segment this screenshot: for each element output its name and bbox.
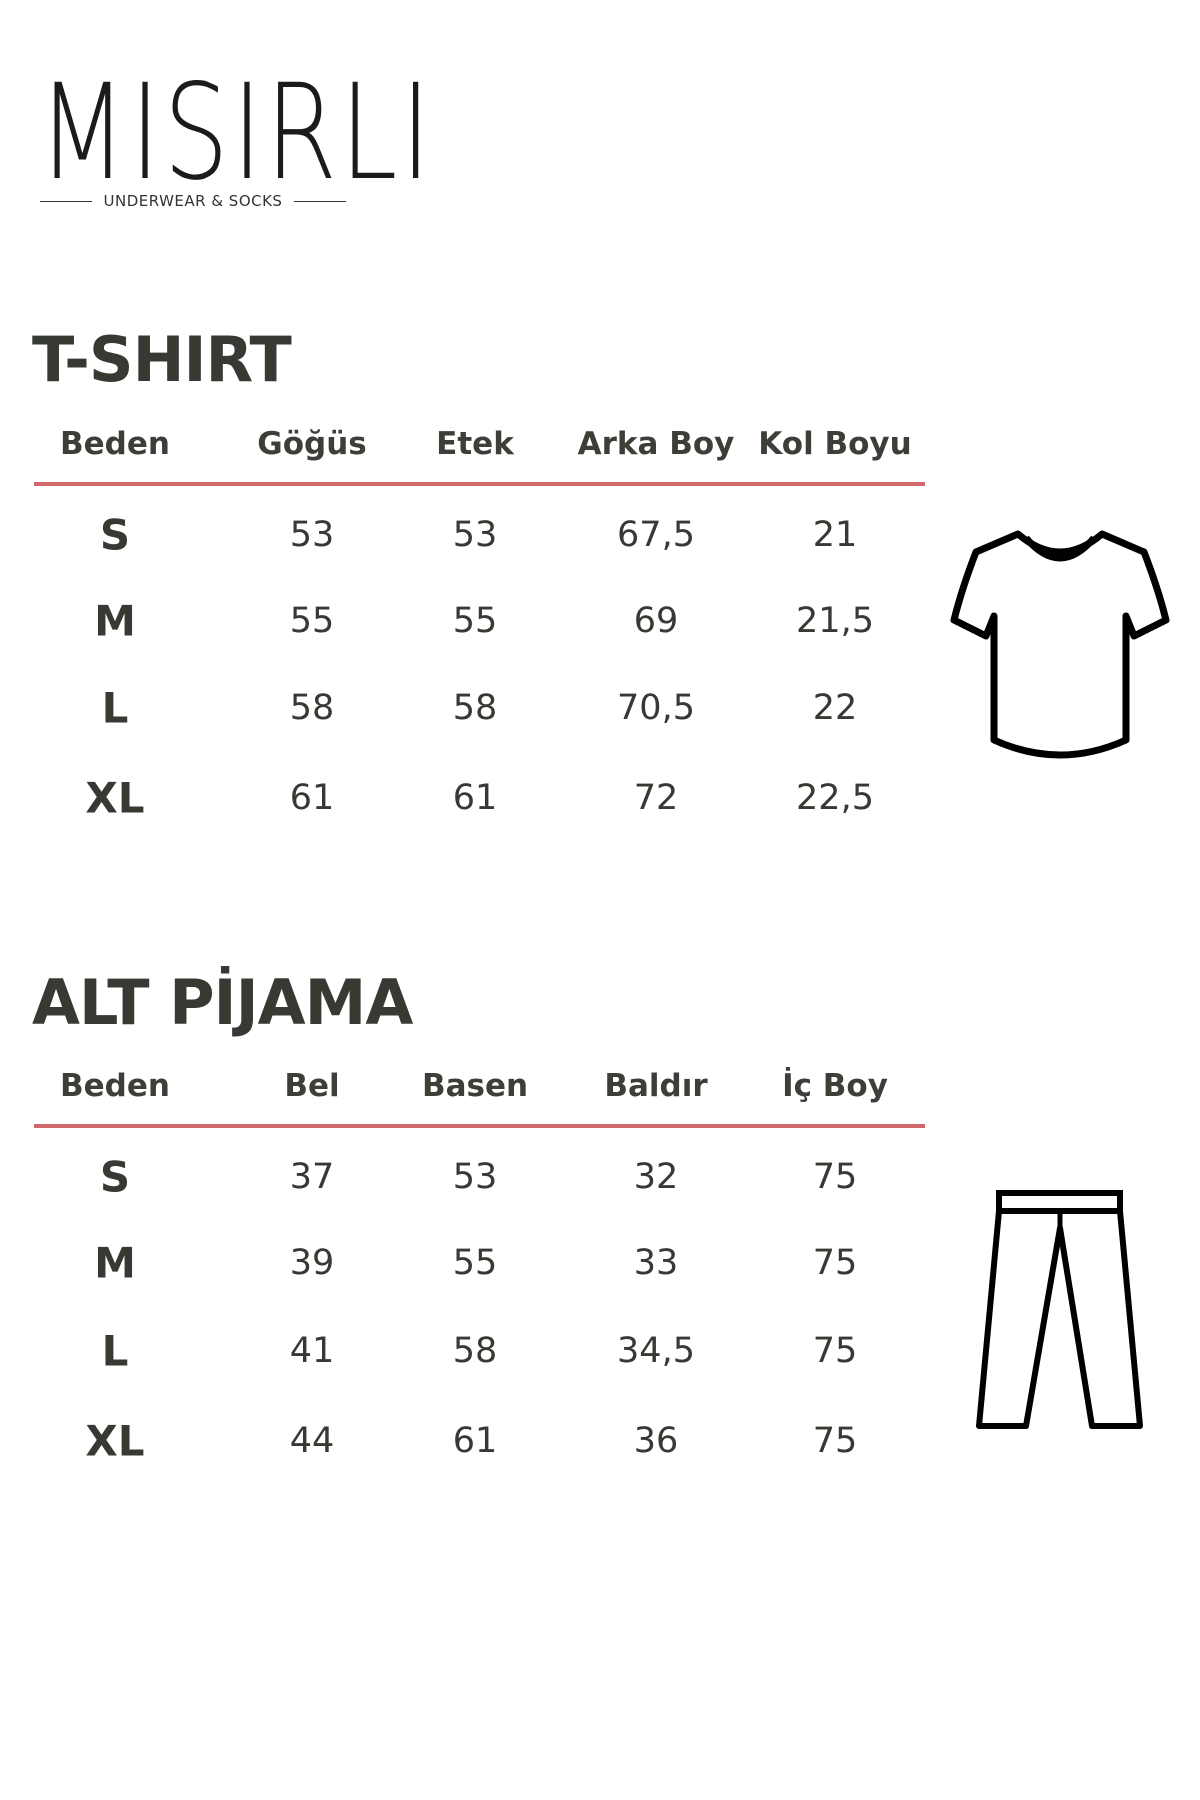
- measurement-cell: 21: [812, 515, 858, 555]
- measurement-cell: 32: [633, 1157, 679, 1197]
- measurement-cell: 55: [452, 1243, 498, 1283]
- measurement-cell: 61: [452, 778, 498, 818]
- measurement-cell: 70,5: [617, 688, 695, 728]
- measurement-cell: 61: [289, 778, 335, 818]
- measurement-cell: 41: [289, 1331, 335, 1371]
- column-header: Baldır: [604, 1068, 708, 1104]
- section-title: ALT PİJAMA: [32, 966, 413, 1039]
- size-label: L: [101, 1326, 129, 1376]
- measurement-cell: 44: [289, 1421, 335, 1461]
- measurement-cell: 53: [452, 515, 498, 555]
- measurement-cell: 58: [452, 1331, 498, 1371]
- measurement-cell: 22: [812, 688, 858, 728]
- header-divider: [34, 1124, 925, 1128]
- pants-icon: [976, 1190, 1143, 1429]
- measurement-cell: 37: [289, 1157, 335, 1197]
- tagline-text: UNDERWEAR & SOCKS: [103, 192, 283, 210]
- column-header: Basen: [421, 1068, 529, 1104]
- header-divider: [34, 482, 925, 486]
- section-title: T-SHIRT: [32, 323, 292, 396]
- size-label: S: [99, 510, 131, 560]
- divider: [294, 200, 346, 202]
- brand-logo: MISIRLI: [38, 56, 435, 210]
- measurement-cell: 69: [633, 601, 679, 641]
- measurement-cell: 39: [289, 1243, 335, 1283]
- size-label: XL: [85, 773, 145, 823]
- measurement-cell: 55: [289, 601, 335, 641]
- column-header: Beden: [60, 1068, 170, 1104]
- column-header: Göğüs: [257, 426, 367, 462]
- measurement-cell: 33: [633, 1243, 679, 1283]
- measurement-cell: 75: [812, 1421, 858, 1461]
- column-header: İç Boy: [782, 1068, 888, 1104]
- measurement-cell: 22,5: [796, 778, 874, 818]
- measurement-cell: 75: [812, 1331, 858, 1371]
- measurement-cell: 72: [633, 778, 679, 818]
- divider: [40, 200, 92, 202]
- column-header: Kol Boyu: [758, 426, 912, 462]
- tshirt-icon: [950, 530, 1170, 759]
- column-header: Bel: [284, 1068, 340, 1104]
- measurement-cell: 21,5: [796, 601, 874, 641]
- measurement-cell: 58: [289, 688, 335, 728]
- measurement-cell: 61: [452, 1421, 498, 1461]
- measurement-cell: 53: [452, 1157, 498, 1197]
- brand-tagline: UNDERWEAR & SOCKS: [40, 192, 346, 210]
- measurement-cell: 36: [633, 1421, 679, 1461]
- size-label: S: [99, 1152, 131, 1202]
- size-label: L: [101, 683, 129, 733]
- column-header: Beden: [60, 426, 170, 462]
- size-label: M: [94, 1238, 136, 1288]
- size-label: XL: [85, 1416, 145, 1466]
- measurement-cell: 34,5: [617, 1331, 695, 1371]
- measurement-cell: 67,5: [617, 515, 695, 555]
- column-header: Arka Boy: [577, 426, 735, 462]
- measurement-cell: 55: [452, 601, 498, 641]
- measurement-cell: 58: [452, 688, 498, 728]
- measurement-cell: 53: [289, 515, 335, 555]
- measurement-cell: 75: [812, 1243, 858, 1283]
- size-label: M: [94, 596, 136, 646]
- measurement-cell: 75: [812, 1157, 858, 1197]
- column-header: Etek: [436, 426, 514, 462]
